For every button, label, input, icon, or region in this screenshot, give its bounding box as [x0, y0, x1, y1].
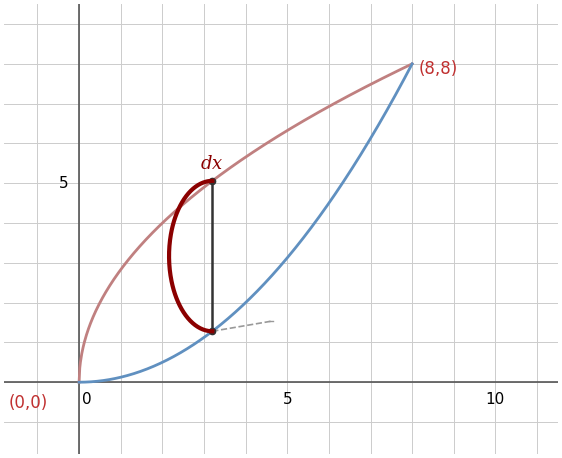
Text: (0,0): (0,0)	[8, 394, 48, 412]
Text: (8,8): (8,8)	[418, 60, 457, 78]
Text: $dx$: $dx$	[200, 155, 223, 173]
Text: 0: 0	[83, 392, 92, 407]
Text: 10: 10	[486, 392, 505, 407]
Text: 5: 5	[59, 176, 69, 191]
Text: 5: 5	[283, 392, 292, 407]
